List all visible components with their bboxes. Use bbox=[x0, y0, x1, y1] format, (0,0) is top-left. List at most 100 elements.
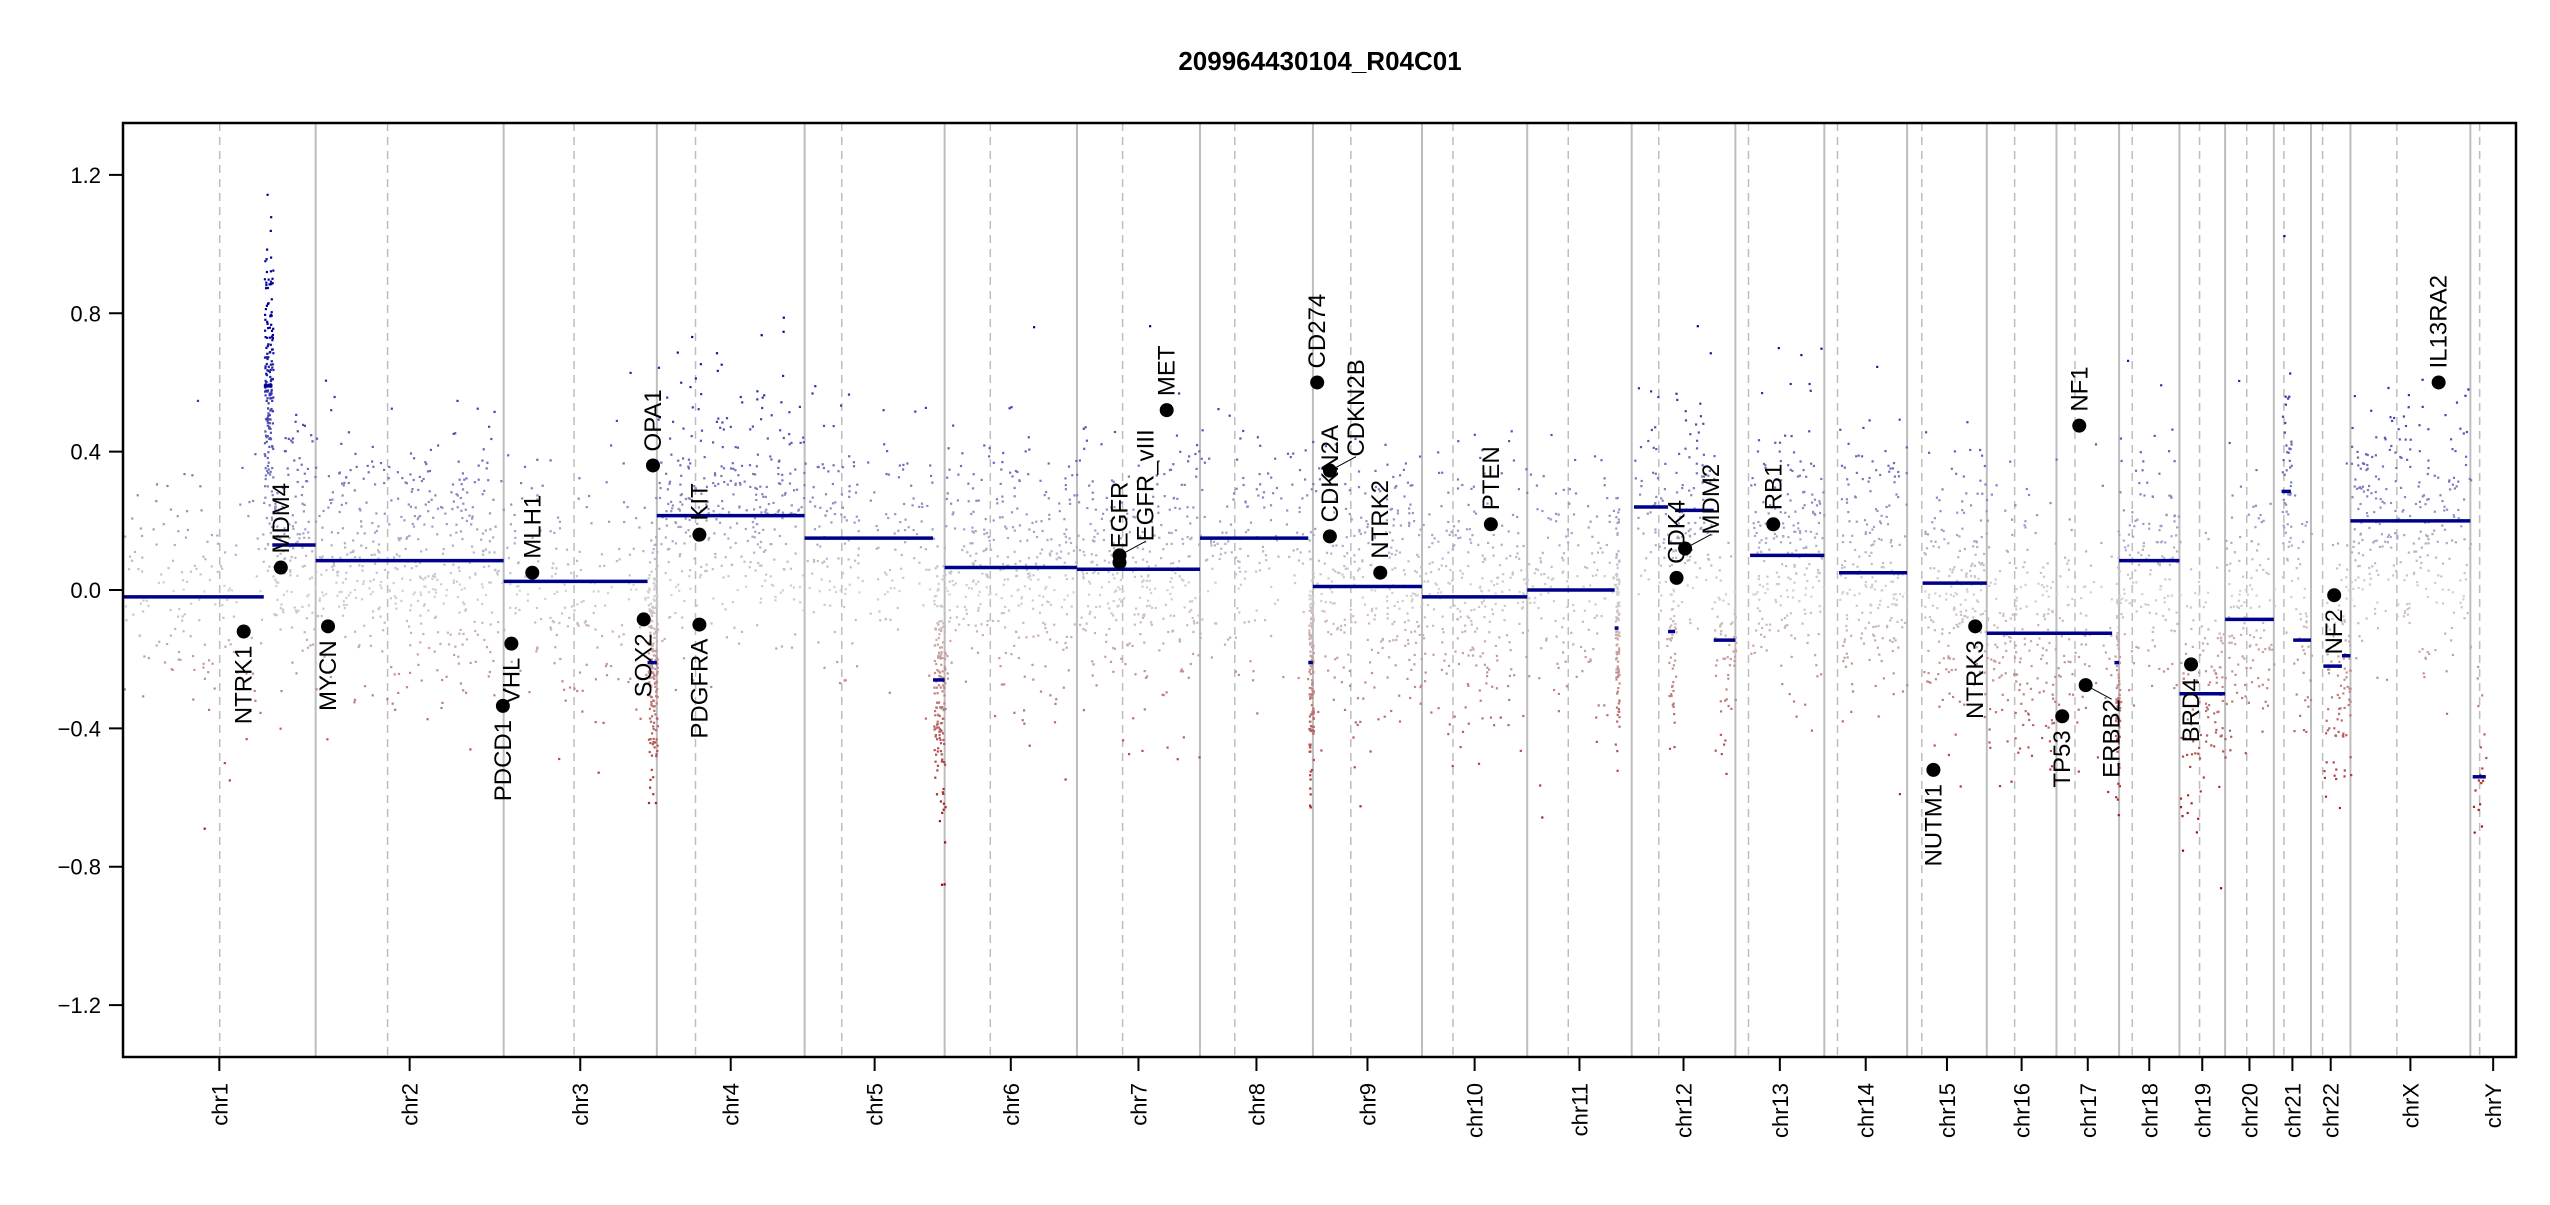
probe-point bbox=[337, 532, 339, 534]
probe-point bbox=[1146, 586, 1148, 588]
probe-point bbox=[644, 507, 646, 509]
probe-point bbox=[410, 604, 412, 606]
probe-point bbox=[839, 589, 841, 591]
probe-point bbox=[749, 464, 751, 466]
probe-point bbox=[1085, 629, 1087, 631]
probe-point bbox=[206, 541, 208, 543]
probe-point bbox=[2024, 643, 2026, 645]
probe-point bbox=[1546, 638, 1548, 640]
probe-point bbox=[1855, 455, 1857, 457]
probe-point bbox=[158, 641, 160, 643]
probe-point bbox=[1184, 585, 1186, 587]
probe-point bbox=[1529, 602, 1531, 604]
probe-point bbox=[1602, 551, 1604, 553]
probe-point bbox=[1343, 555, 1345, 557]
probe-point bbox=[1236, 459, 1238, 461]
probe-point bbox=[680, 475, 682, 477]
probe-point bbox=[1362, 698, 1364, 700]
probe-point bbox=[1924, 591, 1926, 593]
probe-point bbox=[1360, 533, 1362, 535]
probe-point bbox=[1029, 575, 1031, 577]
probe-point bbox=[1270, 477, 1272, 479]
probe-point bbox=[1854, 549, 1856, 551]
probe-point bbox=[765, 509, 767, 511]
probe-point bbox=[1003, 612, 1005, 614]
probe-point bbox=[1584, 650, 1586, 652]
probe-point bbox=[623, 462, 625, 464]
probe-point bbox=[270, 344, 272, 346]
probe-point bbox=[1243, 484, 1245, 486]
probe-point bbox=[936, 565, 938, 567]
probe-point bbox=[1889, 619, 1891, 621]
probe-point bbox=[943, 788, 945, 790]
probe-point bbox=[486, 467, 488, 469]
probe-point bbox=[948, 447, 950, 449]
probe-point bbox=[386, 698, 388, 700]
probe-point bbox=[1293, 549, 1295, 551]
probe-point bbox=[1311, 641, 1313, 643]
probe-point bbox=[2031, 755, 2033, 757]
probe-point bbox=[793, 586, 795, 588]
probe-point bbox=[1352, 615, 1354, 617]
probe-point bbox=[648, 591, 650, 593]
probe-point bbox=[1084, 554, 1086, 556]
probe-point bbox=[993, 539, 995, 541]
probe-point bbox=[1259, 569, 1261, 571]
probe-point bbox=[2160, 384, 2162, 386]
probe-point bbox=[301, 503, 303, 505]
probe-point bbox=[794, 468, 796, 470]
probe-point bbox=[1846, 618, 1848, 620]
probe-point bbox=[675, 522, 677, 524]
probe-point bbox=[1617, 550, 1619, 552]
probe-point bbox=[688, 575, 690, 577]
probe-point bbox=[1068, 466, 1070, 468]
probe-point bbox=[960, 465, 962, 467]
probe-point bbox=[761, 407, 763, 409]
probe-point bbox=[1362, 597, 1364, 599]
probe-point bbox=[1149, 588, 1151, 590]
probe-point bbox=[271, 367, 273, 369]
probe-point bbox=[199, 485, 201, 487]
probe-point bbox=[1895, 493, 1897, 495]
probe-point bbox=[1545, 639, 1547, 641]
probe-point bbox=[1773, 537, 1775, 539]
probe-point bbox=[2051, 722, 2053, 724]
probe-point bbox=[1955, 614, 1957, 616]
probe-point bbox=[598, 772, 600, 774]
probe-point bbox=[204, 644, 206, 646]
probe-point bbox=[934, 749, 936, 751]
probe-point bbox=[653, 578, 655, 580]
probe-point bbox=[537, 560, 539, 562]
probe-point bbox=[947, 492, 949, 494]
probe-point bbox=[681, 493, 683, 495]
probe-point bbox=[781, 645, 783, 647]
probe-point bbox=[1942, 699, 1944, 701]
probe-point bbox=[1235, 573, 1237, 575]
probe-point bbox=[1669, 565, 1671, 567]
probe-point bbox=[1776, 583, 1778, 585]
probe-point bbox=[1844, 566, 1846, 568]
probe-point bbox=[1411, 600, 1413, 602]
probe-point bbox=[1427, 604, 1429, 606]
probe-point bbox=[1666, 645, 1668, 647]
probe-point bbox=[1473, 486, 1475, 488]
probe-point bbox=[1651, 429, 1653, 431]
probe-point bbox=[902, 468, 904, 470]
probe-point bbox=[494, 411, 496, 413]
probe-point bbox=[1715, 576, 1717, 578]
probe-point bbox=[655, 631, 657, 633]
probe-point bbox=[1089, 583, 1091, 585]
probe-point bbox=[292, 437, 294, 439]
probe-point bbox=[1812, 512, 1814, 514]
probe-point bbox=[1101, 518, 1103, 520]
probe-point bbox=[217, 543, 219, 545]
probe-point bbox=[141, 570, 143, 572]
probe-point bbox=[1470, 649, 1472, 651]
probe-point bbox=[1102, 513, 1104, 515]
probe-point bbox=[1806, 642, 1808, 644]
probe-point bbox=[221, 604, 223, 606]
probe-point bbox=[740, 556, 742, 558]
probe-point bbox=[1007, 556, 1009, 558]
probe-point bbox=[195, 568, 197, 570]
probe-point bbox=[1092, 572, 1094, 574]
